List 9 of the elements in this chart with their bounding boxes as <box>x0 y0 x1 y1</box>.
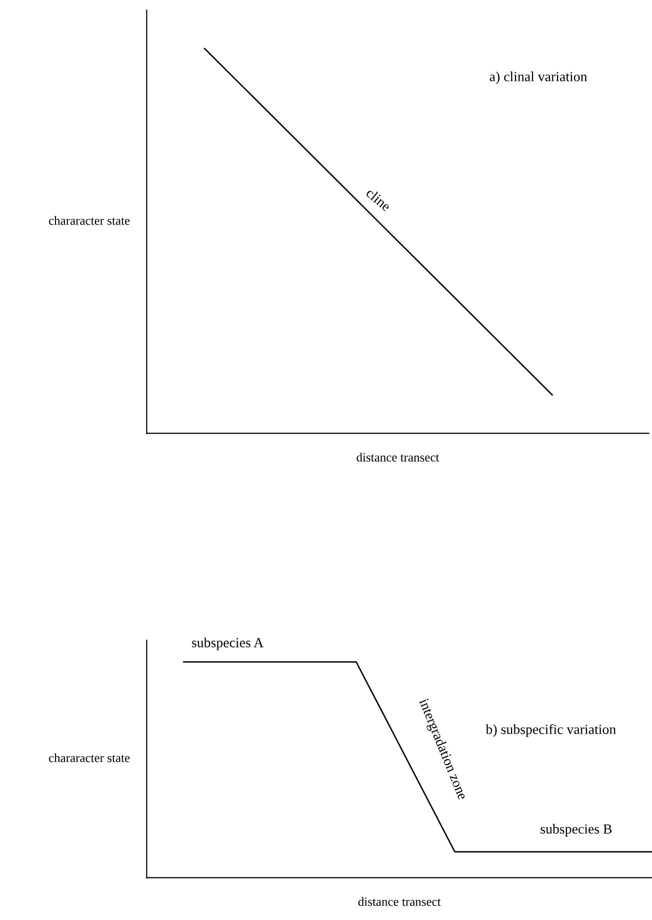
x-axis-title: distance transect <box>356 452 440 462</box>
text: subspecies A <box>192 638 264 650</box>
x-axis-title: distance transect <box>358 897 441 906</box>
annotation: cline <box>365 187 392 212</box>
annotation: b) subspecific variation <box>486 724 616 737</box>
y-axis-title: chararacter state <box>48 216 130 225</box>
y-axis-title: chararacter state <box>48 753 130 762</box>
annotation: a) clinal variation <box>490 72 588 84</box>
annotation: subspecies B <box>540 824 612 837</box>
